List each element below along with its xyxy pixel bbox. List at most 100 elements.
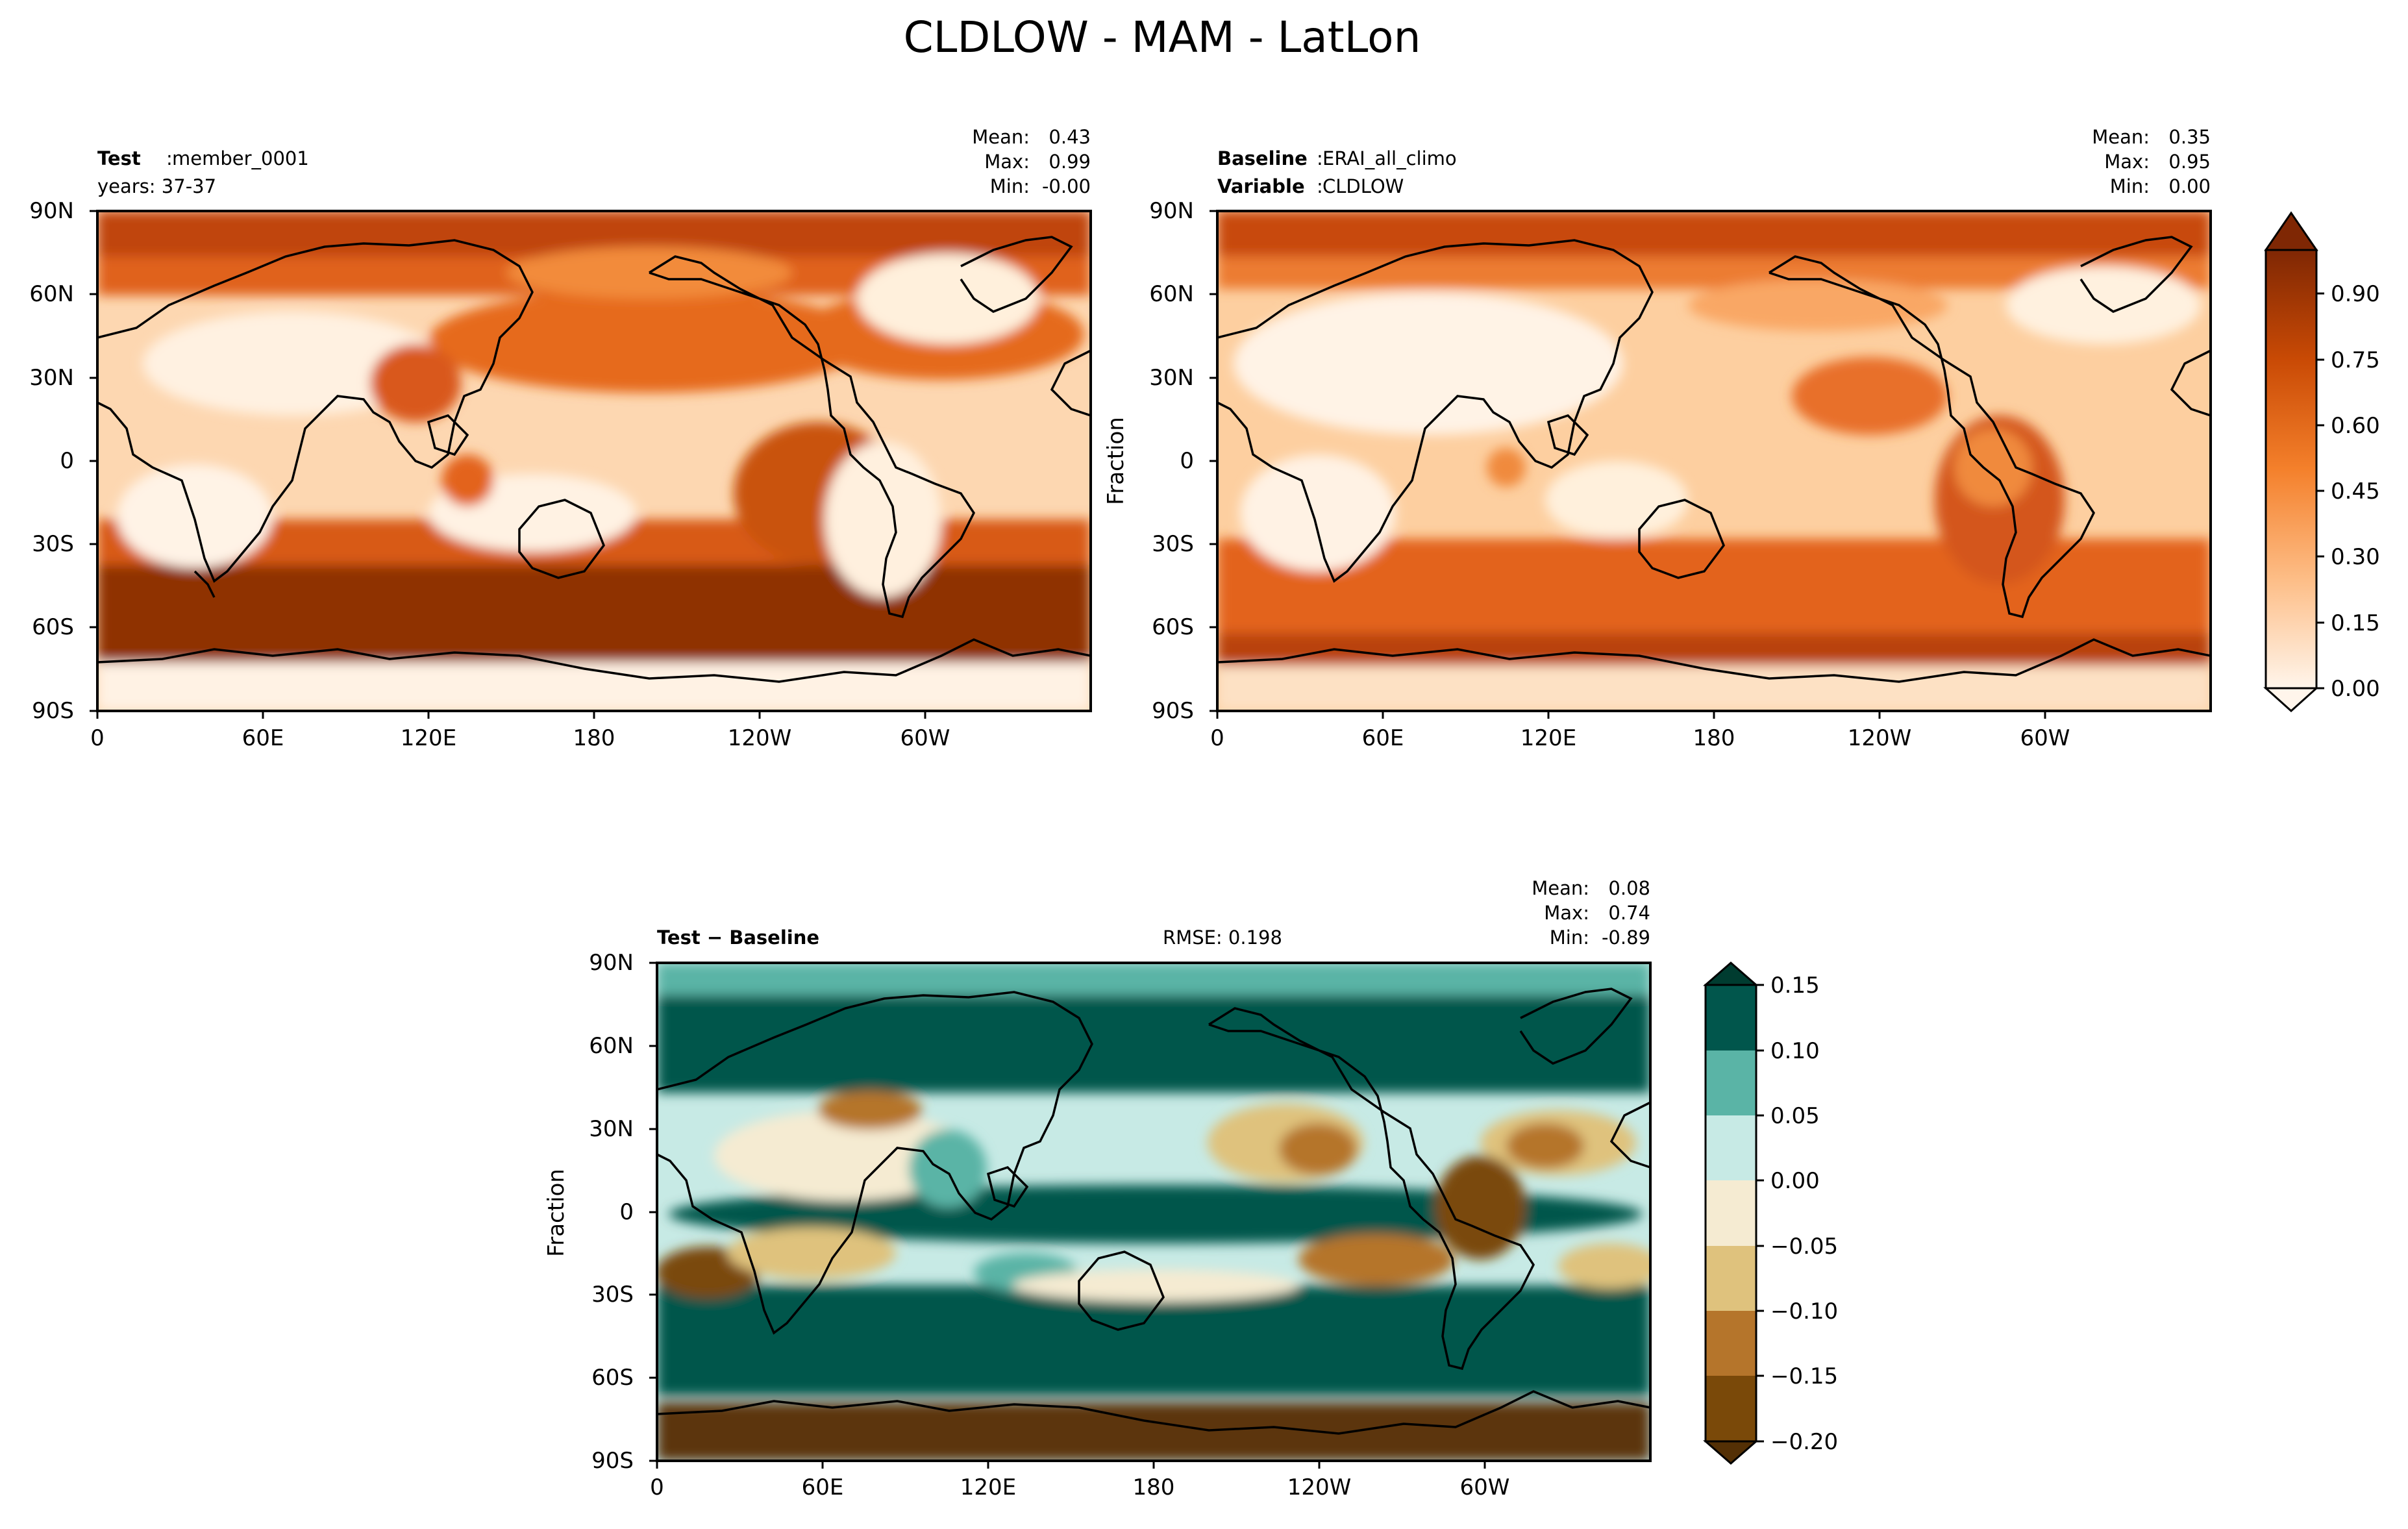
difference-xtick: 120W — [1287, 1474, 1352, 1500]
panel-baseline: Baseline : ERAI_all_climo Variable : CLD… — [1103, 126, 2380, 751]
difference-rmse: RMSE: 0.198 — [1163, 926, 1282, 949]
baseline-xtick: 0 — [1210, 725, 1224, 751]
panel-test: Test : member_0001 years: 37-37 Mean: 0.… — [29, 126, 1092, 751]
test-mean-label: Mean: — [972, 126, 1030, 148]
difference-max-label: Max: — [1544, 902, 1589, 924]
colorbar-oranges-tick: 0.90 — [2331, 281, 2380, 307]
difference-ytick: 0 — [619, 1199, 634, 1225]
colorbar-oranges-extend-min — [2263, 687, 2319, 713]
baseline-min-label: Min: — [2110, 175, 2150, 197]
difference-xtick: 180 — [1133, 1474, 1175, 1500]
test-max-value: 0.99 — [1049, 151, 1091, 173]
colorbar-brbg-tick: 0.10 — [1770, 1038, 1820, 1064]
test-xtick: 120E — [401, 725, 456, 751]
test-ytick: 60N — [29, 281, 74, 307]
test-xtick: 180 — [573, 725, 615, 751]
difference-min-value: -0.89 — [1602, 926, 1650, 949]
colorbar-oranges-tick: 0.75 — [2331, 347, 2380, 373]
colorbar-brbg-tick: −0.10 — [1770, 1299, 1838, 1324]
colorbar-brbg-band — [1706, 1376, 1756, 1441]
test-ytick: 0 — [60, 448, 74, 474]
variable-info-key: Variable — [1217, 175, 1305, 197]
baseline-ytick: 90N — [1149, 198, 1194, 224]
colorbar-brbg-band — [1706, 1180, 1756, 1246]
test-years: years: 37-37 — [97, 175, 216, 197]
difference-ytick: 60N — [589, 1033, 634, 1059]
difference-ylabel: Fraction — [543, 1169, 569, 1257]
colorbar-oranges-body — [2265, 249, 2318, 690]
test-ytick: 90S — [32, 698, 74, 724]
colorbar-oranges-tick: 0.45 — [2331, 479, 2380, 504]
difference-min-label: Min: — [1550, 926, 1589, 949]
colorbar-brbg-tick: 0.05 — [1770, 1103, 1820, 1129]
baseline-info-sep: : — [1317, 147, 1323, 169]
baseline-mean-value: 0.35 — [2168, 126, 2211, 148]
test-min-label: Min: — [990, 175, 1030, 197]
test-ytick: 60S — [32, 614, 74, 640]
baseline-xtick: 60W — [2020, 725, 2070, 751]
test-map-field — [97, 211, 1091, 711]
variable-info-value: CLDLOW — [1322, 175, 1404, 197]
test-xtick: 60W — [900, 725, 950, 751]
difference-ytick: 90S — [591, 1448, 634, 1474]
test-xtick: 0 — [90, 725, 105, 751]
baseline-min-value: 0.00 — [2168, 175, 2211, 197]
colorbar-brbg-band — [1706, 1115, 1756, 1180]
difference-xtick: 60E — [802, 1474, 844, 1500]
panel-difference: Test − Baseline RMSE: 0.198 Mean: 0.08 M… — [543, 877, 1838, 1500]
colorbar-brbg: 0.15 0.10 0.05 0.00 −0.05 −0.10 −0.15 −0… — [1702, 962, 1838, 1465]
baseline-map-field — [1217, 211, 2211, 711]
baseline-xtick: 120E — [1521, 725, 1576, 751]
difference-xtick: 60W — [1460, 1474, 1510, 1500]
colorbar-oranges-tick: 0.15 — [2331, 610, 2380, 636]
colorbar-brbg-tick: 0.15 — [1770, 973, 1820, 999]
colorbar-brbg-tick: −0.05 — [1770, 1234, 1838, 1260]
difference-mean-value: 0.08 — [1608, 877, 1650, 899]
test-ytick: 30N — [29, 365, 74, 391]
baseline-ytick: 60S — [1152, 614, 1194, 640]
baseline-ylabel: Fraction — [1103, 417, 1129, 505]
difference-ytick: 60S — [591, 1365, 634, 1391]
colorbar-brbg-tick: −0.20 — [1770, 1429, 1838, 1455]
difference-xtick: 120E — [960, 1474, 1016, 1500]
baseline-max-label: Max: — [2104, 151, 2150, 173]
baseline-info-key: Baseline — [1217, 147, 1308, 169]
colorbar-oranges-extend-max — [2264, 211, 2318, 251]
colorbar-brbg-extend-min — [1702, 1440, 1759, 1465]
colorbar-brbg-band — [1706, 1311, 1756, 1376]
test-coastlines — [97, 236, 1091, 683]
colorbar-brbg-band — [1706, 985, 1756, 1050]
colorbar-brbg-extend-max — [1702, 962, 1759, 986]
colorbar-oranges-tick: 0.30 — [2331, 544, 2380, 570]
baseline-xtick: 60E — [1362, 725, 1404, 751]
baseline-ytick: 30S — [1152, 531, 1194, 557]
colorbar-brbg-band — [1706, 1050, 1756, 1115]
test-xtick: 120W — [728, 725, 792, 751]
difference-ytick: 30S — [591, 1282, 634, 1308]
variable-info-sep: : — [1317, 175, 1323, 197]
baseline-mean-label: Mean: — [2092, 126, 2150, 148]
baseline-ytick: 30N — [1149, 365, 1194, 391]
test-max-label: Max: — [984, 151, 1030, 173]
test-info-key: Test — [97, 147, 141, 169]
colorbar-brbg-tick: −0.15 — [1770, 1363, 1838, 1389]
colorbar-oranges-tick: 0.60 — [2331, 413, 2380, 439]
test-ytick: 90N — [29, 198, 74, 224]
difference-ytick: 30N — [589, 1116, 634, 1142]
baseline-xtick: 120W — [1848, 725, 1912, 751]
colorbar-oranges: 0.00 0.15 0.30 0.45 0.60 0.75 0.90 — [2263, 211, 2380, 713]
baseline-info-value: ERAI_all_climo — [1322, 147, 1457, 169]
difference-info-key: Test − Baseline — [657, 926, 819, 949]
baseline-ytick: 60N — [1149, 281, 1194, 307]
difference-max-value: 0.74 — [1608, 902, 1650, 924]
test-mean-value: 0.43 — [1049, 126, 1091, 148]
test-ytick: 30S — [32, 531, 74, 557]
colorbar-brbg-tick: 0.00 — [1770, 1168, 1820, 1194]
difference-coastlines — [657, 988, 1650, 1435]
baseline-ytick: 0 — [1180, 448, 1194, 474]
baseline-xtick: 180 — [1693, 725, 1735, 751]
colorbar-brbg-band — [1706, 1246, 1756, 1311]
test-info-value: member_0001 — [172, 147, 309, 169]
colorbar-oranges-tick: 0.00 — [2331, 676, 2380, 702]
